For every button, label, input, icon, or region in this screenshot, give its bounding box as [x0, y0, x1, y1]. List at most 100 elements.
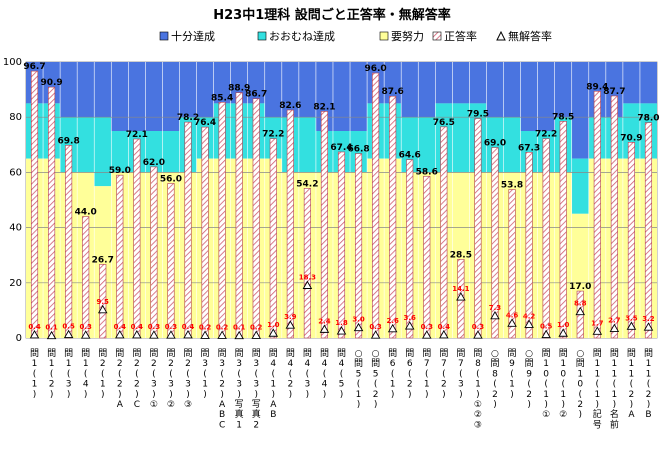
band-juubun	[315, 62, 333, 131]
legend-swatch-3	[432, 31, 442, 41]
band-juubun	[435, 62, 453, 104]
bar-seitouritsu	[610, 95, 618, 339]
value-label: 78.5	[552, 112, 574, 122]
value-label: 58.6	[416, 167, 438, 177]
x-tick-label: 問 4(5)	[337, 348, 346, 400]
value-label: 76.4	[194, 118, 216, 128]
x-tick-label: ○問 5(2)	[371, 349, 380, 410]
band-juubun	[77, 62, 95, 118]
x-tick-label: ○問 5(1)	[354, 349, 363, 410]
column-group	[486, 62, 504, 338]
x-tick-label: 問 2(3) ③	[184, 348, 193, 410]
x-tick-label: 問 4(4)	[320, 348, 329, 400]
marker-noanswer	[456, 292, 466, 301]
marker-noanswer	[421, 330, 432, 339]
legend-label-2: 要努力	[391, 29, 424, 43]
marker-noanswer	[336, 326, 347, 335]
noanswer-label: 0.2	[199, 323, 212, 331]
noanswer-label: 3.5	[625, 314, 638, 322]
x-tick-label: 問 4(3)	[303, 348, 312, 400]
value-label: 17.0	[569, 282, 591, 292]
x-tick-label: 問 1(1)	[30, 348, 39, 400]
band-juubun	[264, 62, 282, 118]
noanswer-label: 18.3	[299, 273, 316, 281]
bar-seitouritsu	[372, 72, 380, 339]
column-group	[94, 62, 112, 338]
noanswer-label: 0.3	[79, 323, 92, 331]
value-label: 44.0	[75, 208, 97, 218]
bar-seitouritsu	[201, 126, 209, 339]
x-tick-label: 問 1 1(2) A	[627, 348, 636, 420]
band-oomune	[162, 131, 180, 173]
bar-seitouritsu	[133, 138, 141, 339]
marker-noanswer	[183, 329, 193, 339]
x-tick-label: 問 2(2) C	[132, 348, 141, 410]
x-tick-label: 問 3(2) A B C	[218, 348, 227, 430]
noanswer-label: 2.6	[386, 317, 399, 325]
column-group	[401, 62, 419, 338]
bar-seitouritsu	[116, 174, 124, 339]
marker-noanswer	[541, 329, 551, 339]
noanswer-label: 0.3	[369, 323, 382, 331]
value-label: 96.7	[23, 62, 45, 72]
noanswer-label: 2.7	[608, 317, 621, 325]
noanswer-label: 7.3	[489, 304, 502, 312]
noanswer-label: 0.3	[165, 323, 178, 331]
bar-seitouritsu	[303, 188, 311, 339]
marker-noanswer	[404, 321, 415, 330]
band-juubun	[486, 62, 504, 118]
y-tick-label: 20	[9, 278, 22, 289]
value-label: 86.7	[245, 90, 267, 100]
band-oomune	[503, 117, 521, 173]
x-tick-label: 問 3(3)写真 1	[235, 348, 244, 430]
band-oomune	[94, 117, 112, 187]
chart-title: H23中1理科 設問ごと正答率・無解答率	[213, 7, 451, 23]
band-youdoryoku	[94, 186, 112, 338]
band-oomune	[571, 158, 589, 214]
value-label: 78.2	[177, 113, 199, 123]
value-label: 72.1	[126, 130, 148, 140]
value-label: 85.4	[211, 93, 233, 103]
marker-noanswer	[609, 323, 620, 332]
band-juubun	[230, 62, 248, 104]
noanswer-label: 0.4	[28, 323, 41, 331]
bar-seitouritsu	[65, 145, 73, 339]
band-juubun	[145, 62, 163, 131]
plot-area: 96.7 0.4 90.9 0.1 69.8 0.5 44.0 0.3 26.7 9.5 59.0 0…	[23, 61, 660, 340]
band-juubun	[281, 62, 299, 118]
legend-swatch-1	[257, 31, 267, 41]
x-tick-label: ○問 9(2)	[525, 349, 534, 410]
noanswer-label: 0.3	[148, 323, 161, 331]
noanswer-label: 0.3	[472, 323, 485, 331]
noanswer-label: 3.6	[404, 314, 417, 322]
band-juubun	[571, 62, 589, 159]
band-juubun	[469, 62, 487, 104]
y-tick-label: 40	[9, 223, 22, 234]
band-juubun	[622, 62, 640, 104]
noanswer-label: 0.1	[233, 324, 246, 332]
band-juubun	[298, 62, 316, 118]
value-label: 79.5	[467, 110, 489, 120]
bar-seitouritsu	[235, 92, 243, 339]
band-juubun	[179, 62, 197, 118]
value-label: 90.9	[40, 78, 62, 88]
noanswer-label: 1.0	[557, 321, 570, 329]
band-juubun	[418, 62, 436, 118]
band-oomune	[145, 131, 163, 173]
bar-seitouritsu	[30, 70, 39, 339]
band-oomune	[401, 117, 419, 173]
value-label: 82.6	[279, 101, 301, 111]
bar-seitouritsu	[167, 183, 175, 339]
legend-swatch-0	[159, 31, 169, 41]
bar-seitouritsu	[389, 95, 397, 339]
marker-noanswer	[132, 329, 142, 339]
marker-noanswer	[63, 329, 74, 339]
x-tick-label: 問 2(3) ②	[166, 348, 175, 410]
bar-seitouritsu	[440, 126, 448, 339]
value-label: 72.2	[262, 130, 284, 140]
x-tick-label: 問 6(1)	[388, 348, 397, 400]
marker-noanswer	[302, 280, 313, 289]
legend-swatch-2	[379, 31, 389, 41]
bar-seitouritsu	[474, 118, 482, 339]
value-label: 76.5	[433, 118, 455, 128]
